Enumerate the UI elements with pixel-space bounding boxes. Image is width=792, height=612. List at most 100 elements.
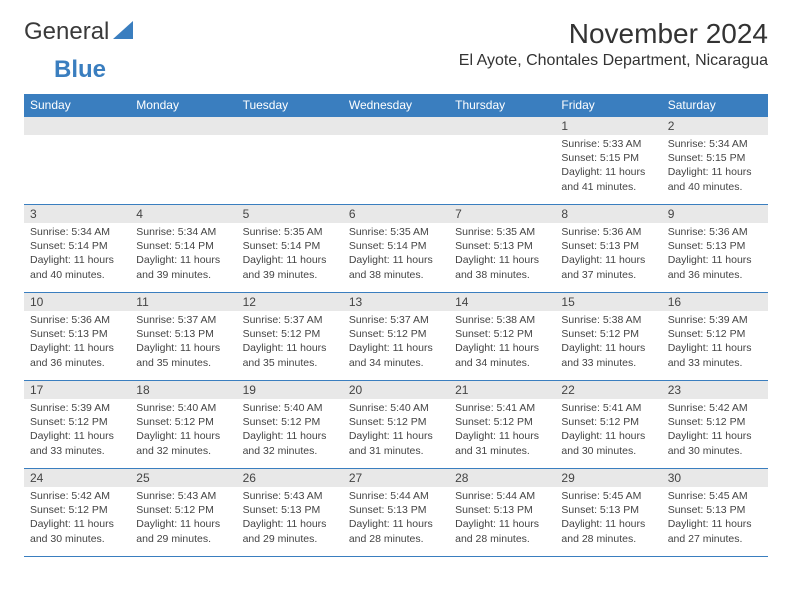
day-cell: 5Sunrise: 5:35 AMSunset: 5:14 PMDaylight… (237, 205, 343, 293)
sunset-text: Sunset: 5:12 PM (561, 415, 655, 429)
sunrise-text: Sunrise: 5:43 AM (136, 489, 230, 503)
day-cell: 9Sunrise: 5:36 AMSunset: 5:13 PMDaylight… (662, 205, 768, 293)
day-number: 25 (130, 469, 236, 487)
day-cell: 8Sunrise: 5:36 AMSunset: 5:13 PMDaylight… (555, 205, 661, 293)
sunrise-text: Sunrise: 5:36 AM (30, 313, 124, 327)
sunrise-text: Sunrise: 5:34 AM (668, 137, 762, 151)
sunrise-text: Sunrise: 5:37 AM (136, 313, 230, 327)
daylight-text: Daylight: 11 hours and 41 minutes. (561, 165, 655, 193)
logo: General (24, 18, 137, 46)
sunset-text: Sunset: 5:13 PM (136, 327, 230, 341)
title-block: November 2024 El Ayote, Chontales Depart… (459, 18, 768, 70)
day-header: Tuesday (237, 94, 343, 117)
day-info: Sunrise: 5:37 AMSunset: 5:13 PMDaylight:… (130, 311, 236, 374)
daylight-text: Daylight: 11 hours and 38 minutes. (349, 253, 443, 281)
day-cell: 21Sunrise: 5:41 AMSunset: 5:12 PMDayligh… (449, 381, 555, 469)
day-header-row: SundayMondayTuesdayWednesdayThursdayFrid… (24, 94, 768, 117)
day-number: 23 (662, 381, 768, 399)
sunrise-text: Sunrise: 5:43 AM (243, 489, 337, 503)
day-number: 13 (343, 293, 449, 311)
week-row: 10Sunrise: 5:36 AMSunset: 5:13 PMDayligh… (24, 293, 768, 381)
day-number: 28 (449, 469, 555, 487)
day-cell: 16Sunrise: 5:39 AMSunset: 5:12 PMDayligh… (662, 293, 768, 381)
sunrise-text: Sunrise: 5:45 AM (668, 489, 762, 503)
sunset-text: Sunset: 5:13 PM (668, 503, 762, 517)
day-number: 19 (237, 381, 343, 399)
day-cell: 25Sunrise: 5:43 AMSunset: 5:12 PMDayligh… (130, 469, 236, 557)
sunset-text: Sunset: 5:13 PM (561, 239, 655, 253)
day-cell: 17Sunrise: 5:39 AMSunset: 5:12 PMDayligh… (24, 381, 130, 469)
day-cell (24, 117, 130, 205)
day-number: 10 (24, 293, 130, 311)
daylight-text: Daylight: 11 hours and 36 minutes. (668, 253, 762, 281)
daylight-text: Daylight: 11 hours and 33 minutes. (561, 341, 655, 369)
sunset-text: Sunset: 5:12 PM (455, 415, 549, 429)
day-header: Sunday (24, 94, 130, 117)
day-info: Sunrise: 5:43 AMSunset: 5:12 PMDaylight:… (130, 487, 236, 550)
day-cell (237, 117, 343, 205)
day-header: Wednesday (343, 94, 449, 117)
daylight-text: Daylight: 11 hours and 32 minutes. (136, 429, 230, 457)
sunset-text: Sunset: 5:12 PM (243, 415, 337, 429)
day-header: Thursday (449, 94, 555, 117)
day-info: Sunrise: 5:43 AMSunset: 5:13 PMDaylight:… (237, 487, 343, 550)
daylight-text: Daylight: 11 hours and 32 minutes. (243, 429, 337, 457)
sunrise-text: Sunrise: 5:37 AM (243, 313, 337, 327)
day-number: 16 (662, 293, 768, 311)
week-row: 3Sunrise: 5:34 AMSunset: 5:14 PMDaylight… (24, 205, 768, 293)
sunset-text: Sunset: 5:14 PM (136, 239, 230, 253)
sunrise-text: Sunrise: 5:36 AM (561, 225, 655, 239)
day-cell: 11Sunrise: 5:37 AMSunset: 5:13 PMDayligh… (130, 293, 236, 381)
sunset-text: Sunset: 5:15 PM (561, 151, 655, 165)
day-number: 22 (555, 381, 661, 399)
location: El Ayote, Chontales Department, Nicaragu… (459, 52, 768, 70)
sunset-text: Sunset: 5:14 PM (243, 239, 337, 253)
sunset-text: Sunset: 5:13 PM (455, 239, 549, 253)
day-cell: 18Sunrise: 5:40 AMSunset: 5:12 PMDayligh… (130, 381, 236, 469)
sunrise-text: Sunrise: 5:41 AM (455, 401, 549, 415)
day-info: Sunrise: 5:36 AMSunset: 5:13 PMDaylight:… (555, 223, 661, 286)
sunset-text: Sunset: 5:13 PM (243, 503, 337, 517)
day-number: 26 (237, 469, 343, 487)
day-info: Sunrise: 5:44 AMSunset: 5:13 PMDaylight:… (449, 487, 555, 550)
sunset-text: Sunset: 5:14 PM (349, 239, 443, 253)
sunset-text: Sunset: 5:13 PM (30, 327, 124, 341)
daylight-text: Daylight: 11 hours and 39 minutes. (243, 253, 337, 281)
day-info: Sunrise: 5:41 AMSunset: 5:12 PMDaylight:… (449, 399, 555, 462)
month-title: November 2024 (459, 18, 768, 50)
daylight-text: Daylight: 11 hours and 35 minutes. (136, 341, 230, 369)
day-cell: 28Sunrise: 5:44 AMSunset: 5:13 PMDayligh… (449, 469, 555, 557)
sunrise-text: Sunrise: 5:44 AM (349, 489, 443, 503)
day-cell: 22Sunrise: 5:41 AMSunset: 5:12 PMDayligh… (555, 381, 661, 469)
day-info: Sunrise: 5:44 AMSunset: 5:13 PMDaylight:… (343, 487, 449, 550)
day-info: Sunrise: 5:35 AMSunset: 5:13 PMDaylight:… (449, 223, 555, 286)
sunrise-text: Sunrise: 5:35 AM (455, 225, 549, 239)
day-cell (343, 117, 449, 205)
day-cell: 10Sunrise: 5:36 AMSunset: 5:13 PMDayligh… (24, 293, 130, 381)
sunrise-text: Sunrise: 5:36 AM (668, 225, 762, 239)
day-cell: 20Sunrise: 5:40 AMSunset: 5:12 PMDayligh… (343, 381, 449, 469)
sunrise-text: Sunrise: 5:33 AM (561, 137, 655, 151)
daylight-text: Daylight: 11 hours and 30 minutes. (668, 429, 762, 457)
day-info: Sunrise: 5:45 AMSunset: 5:13 PMDaylight:… (662, 487, 768, 550)
sunset-text: Sunset: 5:13 PM (349, 503, 443, 517)
day-info: Sunrise: 5:34 AMSunset: 5:14 PMDaylight:… (130, 223, 236, 286)
day-number: 12 (237, 293, 343, 311)
daylight-text: Daylight: 11 hours and 33 minutes. (668, 341, 762, 369)
day-cell: 13Sunrise: 5:37 AMSunset: 5:12 PMDayligh… (343, 293, 449, 381)
sunrise-text: Sunrise: 5:37 AM (349, 313, 443, 327)
day-number: 8 (555, 205, 661, 223)
day-number: 3 (24, 205, 130, 223)
sunrise-text: Sunrise: 5:39 AM (30, 401, 124, 415)
sunset-text: Sunset: 5:12 PM (349, 415, 443, 429)
day-info: Sunrise: 5:36 AMSunset: 5:13 PMDaylight:… (24, 311, 130, 374)
day-info: Sunrise: 5:39 AMSunset: 5:12 PMDaylight:… (662, 311, 768, 374)
daylight-text: Daylight: 11 hours and 39 minutes. (136, 253, 230, 281)
daylight-text: Daylight: 11 hours and 40 minutes. (668, 165, 762, 193)
sunset-text: Sunset: 5:14 PM (30, 239, 124, 253)
day-header: Saturday (662, 94, 768, 117)
day-number: 21 (449, 381, 555, 399)
day-info: Sunrise: 5:42 AMSunset: 5:12 PMDaylight:… (662, 399, 768, 462)
day-cell: 3Sunrise: 5:34 AMSunset: 5:14 PMDaylight… (24, 205, 130, 293)
sunrise-text: Sunrise: 5:34 AM (30, 225, 124, 239)
